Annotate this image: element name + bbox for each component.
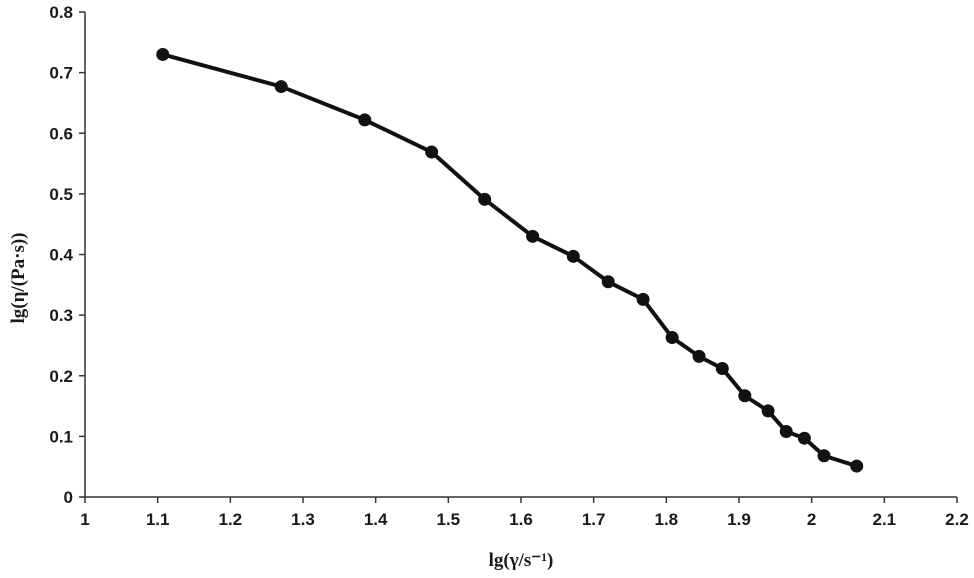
x-tick-label: 1.4 bbox=[364, 510, 388, 529]
data-point bbox=[358, 113, 372, 127]
y-tick-label: 0.6 bbox=[49, 124, 73, 143]
data-point bbox=[715, 361, 729, 375]
data-point bbox=[797, 431, 811, 445]
data-point bbox=[566, 249, 580, 263]
data-point bbox=[692, 349, 706, 363]
x-tick-label: 1.9 bbox=[727, 510, 751, 529]
data-point bbox=[779, 425, 793, 439]
x-axis-title: lg(γ/s⁻¹) bbox=[489, 550, 554, 571]
data-point bbox=[665, 331, 679, 345]
data-point bbox=[478, 192, 492, 206]
data-point bbox=[156, 47, 170, 61]
x-tick-label: 1.7 bbox=[582, 510, 606, 529]
x-tick-label: 1.3 bbox=[291, 510, 315, 529]
data-point bbox=[274, 80, 288, 94]
y-tick-label: 0.8 bbox=[49, 3, 73, 22]
x-tick-label: 1.6 bbox=[509, 510, 533, 529]
ticks: 1 1.1 1.2 1.3 1.4 1.5 1.6 1.7 1.8 1.9 2 2.1 2.2 0 0.1 0… bbox=[49, 3, 968, 529]
x-tick-label: 1.2 bbox=[219, 510, 243, 529]
x-tick-label: 1.5 bbox=[437, 510, 461, 529]
x-tick-label: 1.1 bbox=[146, 510, 170, 529]
data-point bbox=[850, 459, 864, 473]
series-layer bbox=[156, 47, 864, 473]
data-point bbox=[738, 389, 752, 403]
x-tick-label: 1.8 bbox=[655, 510, 679, 529]
data-point bbox=[601, 275, 615, 289]
y-tick-label: 0.2 bbox=[49, 367, 73, 386]
axes bbox=[84, 12, 957, 498]
y-tick-label: 0.7 bbox=[49, 64, 73, 83]
data-point bbox=[636, 292, 650, 306]
data-point bbox=[817, 449, 831, 463]
x-tick-label: 1 bbox=[80, 510, 89, 529]
data-point bbox=[761, 404, 775, 418]
x-tick-label: 2.2 bbox=[945, 510, 969, 529]
y-axis-title: lg(η/(Pa·s)) bbox=[8, 233, 29, 324]
y-tick-label: 0.4 bbox=[49, 246, 73, 265]
y-tick-label: 0 bbox=[64, 488, 73, 507]
series-line bbox=[160, 52, 859, 469]
data-point bbox=[526, 229, 540, 243]
y-tick-label: 0.1 bbox=[49, 427, 73, 446]
y-tick-label: 0.5 bbox=[49, 185, 73, 204]
y-tick-label: 0.3 bbox=[49, 306, 73, 325]
x-tick-label: 2 bbox=[807, 510, 816, 529]
data-point bbox=[425, 145, 439, 159]
x-tick-label: 2.1 bbox=[873, 510, 897, 529]
